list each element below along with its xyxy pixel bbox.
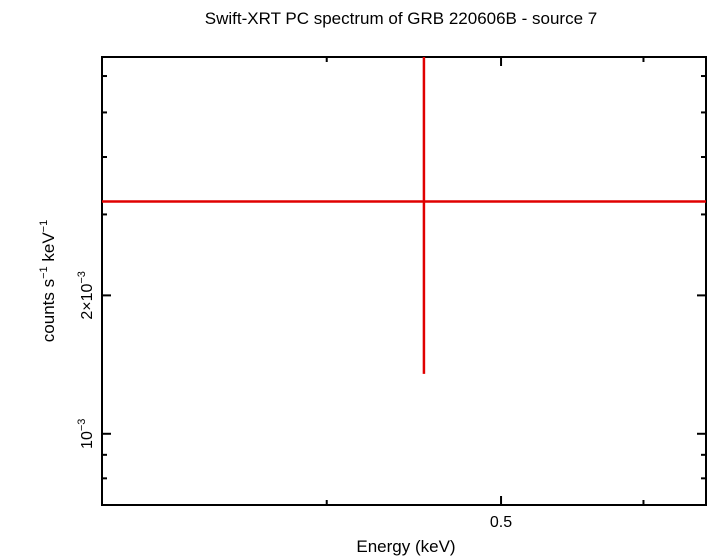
chart-title: Swift-XRT PC spectrum of GRB 220606B - s… xyxy=(205,9,597,28)
axis-ticks xyxy=(102,57,706,505)
y-axis-label-mid: keV xyxy=(39,232,58,267)
data-point-0 xyxy=(102,57,706,374)
y-tick-label-1-base: 10 xyxy=(79,284,96,302)
y-tick-labels: 10−32×10−3 xyxy=(76,271,96,449)
x-axis-label: Energy (keV) xyxy=(356,537,455,556)
plot-area xyxy=(101,56,707,506)
y-axis-label-exp2: −1 xyxy=(38,220,50,233)
y-axis-label-exp1: −1 xyxy=(38,266,50,279)
y-tick-label-1: 2×10−3 xyxy=(76,271,96,320)
plot-frame xyxy=(101,56,707,506)
x-tick-label-0: 0.5 xyxy=(490,514,512,531)
y-tick-label-0: 10−3 xyxy=(76,419,96,449)
y-tick-label-1-mantissa: 2× xyxy=(79,301,96,319)
y-tick-label-0-base: 10 xyxy=(79,431,96,449)
data-layer xyxy=(102,57,706,374)
y-tick-label-0-exp: −3 xyxy=(76,419,88,432)
y-axis-label-base: counts s xyxy=(39,279,58,342)
y-axis-label: counts s−1 keV−1 xyxy=(38,220,58,342)
y-tick-label-1-exp: −3 xyxy=(76,271,88,284)
x-tick-labels: 0.5 xyxy=(490,514,512,531)
